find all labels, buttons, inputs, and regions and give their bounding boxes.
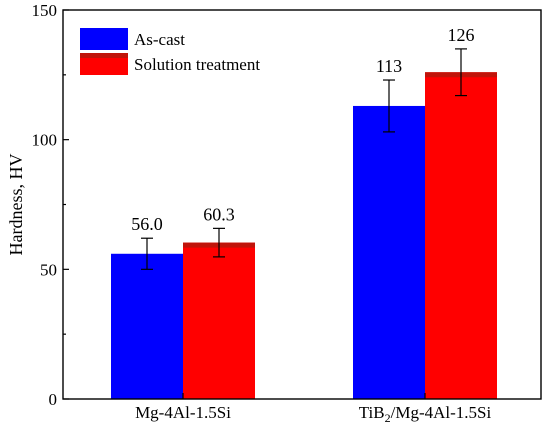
x-tick-label-mg-4al-1-5si: Mg-4Al-1.5Si: [135, 403, 231, 422]
legend-swatch-as-cast: [80, 28, 128, 50]
y-tick-label-150: 150: [32, 1, 58, 20]
x-axis-ticks: Mg-4Al-1.5Si TiB2/Mg-4Al-1.5Si: [135, 393, 491, 425]
bar-as-cast-tib2-mg-4al-1-5si: [353, 105, 425, 399]
y-tick-label-100: 100: [32, 131, 58, 150]
bars-group: [111, 72, 497, 400]
legend-label-solution-treatment: Solution treatment: [134, 55, 260, 74]
value-label-as-cast-tib2-mg-4al-1-5si: 113: [376, 56, 402, 76]
legend-swatch-solution-treatment: [80, 53, 128, 75]
y-tick-label-50: 50: [40, 260, 57, 279]
error-bars-group: [141, 48, 467, 270]
legend: As-cast Solution treatment: [80, 28, 260, 75]
y-axis-title: Hardness, HV: [6, 154, 26, 256]
value-label-as-cast-mg-4al-1-5si: 56.0: [131, 214, 163, 234]
bar-solution-treatment-mg-4al-1-5si: [183, 242, 255, 399]
x-tick-label-subscript: 2: [385, 411, 391, 425]
y-tick-label-0: 0: [49, 390, 58, 409]
legend-swatch-band-solution-treatment: [80, 53, 128, 58]
x-tick-label-rest: /Mg-4Al-1.5Si: [391, 403, 492, 422]
x-tick-label-main: TiB: [359, 403, 385, 422]
x-tick-label-tib2-mg-4al-1-5si: TiB2/Mg-4Al-1.5Si: [359, 403, 492, 425]
x-tick-label-main: Mg-4Al-1.5Si: [135, 403, 231, 422]
legend-label-as-cast: As-cast: [134, 30, 185, 49]
value-label-solution-treatment-mg-4al-1-5si: 60.3: [203, 204, 235, 224]
y-axis-ticks: 0 50 100 150: [32, 1, 69, 409]
bar-solution-treatment-tib2-mg-4al-1-5si: [425, 72, 497, 400]
bar-as-cast-mg-4al-1-5si: [111, 253, 183, 399]
value-label-solution-treatment-tib2-mg-4al-1-5si: 126: [448, 25, 475, 45]
value-labels-group: 56.0 113 60.3 126: [131, 25, 474, 234]
